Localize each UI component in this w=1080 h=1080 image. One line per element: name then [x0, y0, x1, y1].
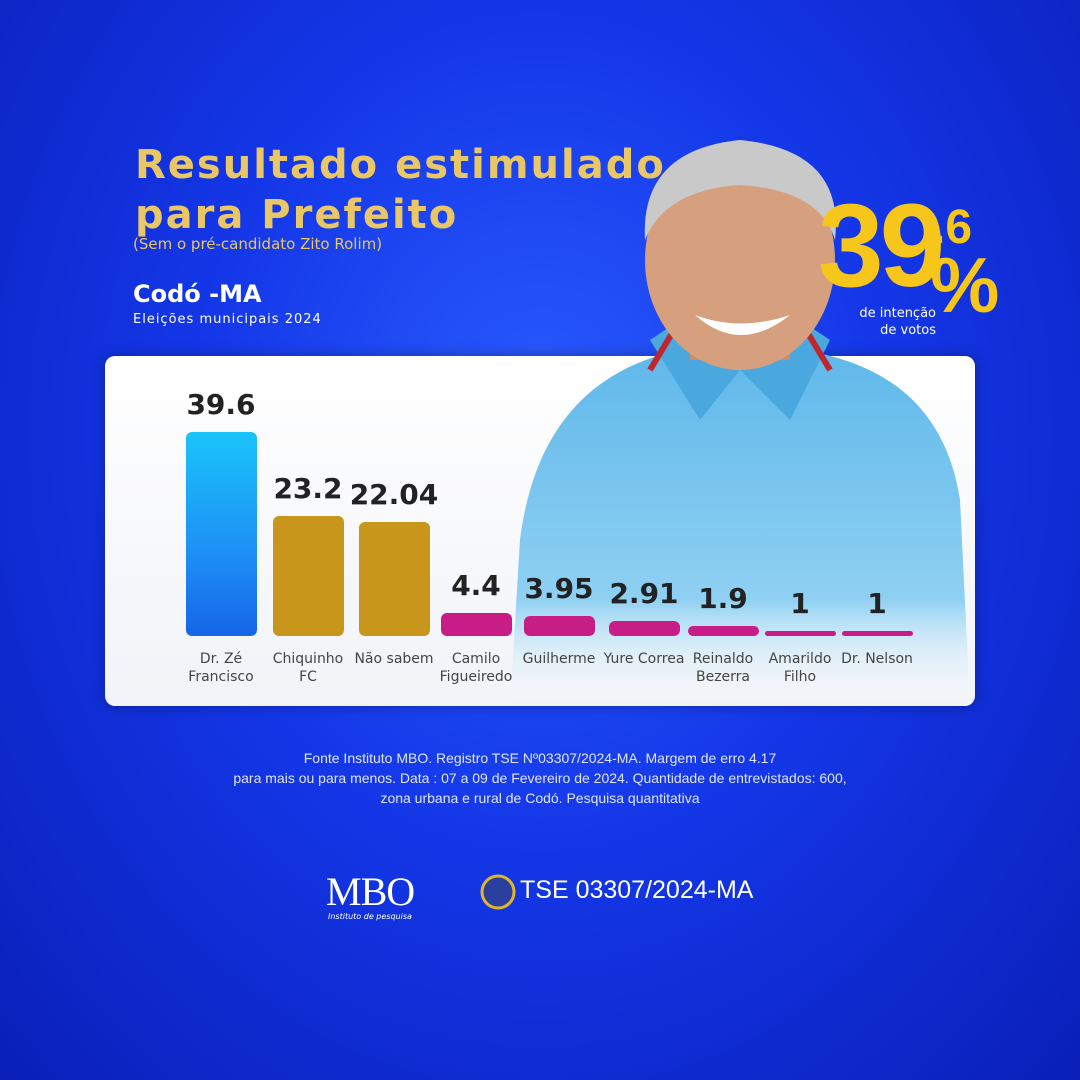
category-label: Amarildo Filho	[768, 651, 832, 685]
highlight-integer: 39	[818, 180, 945, 312]
bar	[185, 432, 257, 636]
footer-line: zona urbana e rural de Codó. Pesquisa qu…	[380, 790, 700, 806]
bar	[440, 613, 512, 636]
category-label: Dr. Zé Francisco	[188, 651, 254, 685]
bar	[272, 516, 344, 636]
category-label: Não sabem	[354, 651, 434, 667]
title-line: para Prefeito	[135, 192, 459, 238]
logo: MBO	[326, 869, 415, 914]
bar	[764, 630, 836, 636]
footer-line: Fonte Instituto MBO. Registro TSE Nº0330…	[303, 750, 777, 766]
value-label: 23.2	[273, 472, 343, 506]
value-label: 1.9	[698, 582, 748, 616]
logo-tagline: Instituto de pesquisa	[328, 912, 412, 921]
value-label: 4.4	[451, 569, 501, 603]
category-label: Guilherme	[522, 651, 596, 667]
title-line: Resultado estimulado	[135, 142, 666, 188]
category-label: Reinaldo Bezerra	[692, 651, 754, 685]
highlight-caption: de intenção de votos	[820, 305, 936, 339]
value-label: 22.04	[349, 478, 439, 512]
location: Codó -MA	[133, 280, 262, 308]
highlight-unit: %	[930, 241, 1000, 329]
bar	[608, 621, 680, 636]
category-label: Camilo Figueiredo	[439, 651, 513, 685]
footer: Fonte Instituto MBO. Registro TSE Nº0330…	[0, 748, 1080, 808]
highlight-decimal: .6	[932, 201, 973, 254]
value-label: 2.91	[609, 577, 679, 610]
title: Resultado estimulado para Prefeito	[135, 140, 666, 240]
bar	[523, 615, 595, 636]
registration: TSE 03307/2024-MA	[520, 876, 754, 904]
caption-line: de votos	[880, 323, 936, 338]
category-label: Yure Correa	[603, 651, 685, 667]
footer-line: para mais ou para menos. Data : 07 a 09 …	[233, 770, 847, 786]
bar	[358, 522, 430, 636]
category-label: Dr. Nelson	[841, 651, 913, 667]
value-label: 1	[790, 586, 810, 620]
subtitle: (Sem o pré-candidato Zito Rolim)	[133, 235, 383, 253]
candidate-photo	[510, 140, 970, 706]
bar	[687, 626, 759, 636]
value-label: 39.6	[186, 388, 256, 421]
bar	[841, 630, 913, 636]
value-label: 3.95	[524, 571, 594, 605]
caption-line: de intenção	[859, 306, 936, 321]
category-label: Chiquinho FC	[272, 651, 344, 685]
value-label: 1	[867, 586, 887, 620]
election: Eleições municipais 2024	[133, 312, 322, 327]
tse-emblem	[480, 874, 516, 910]
